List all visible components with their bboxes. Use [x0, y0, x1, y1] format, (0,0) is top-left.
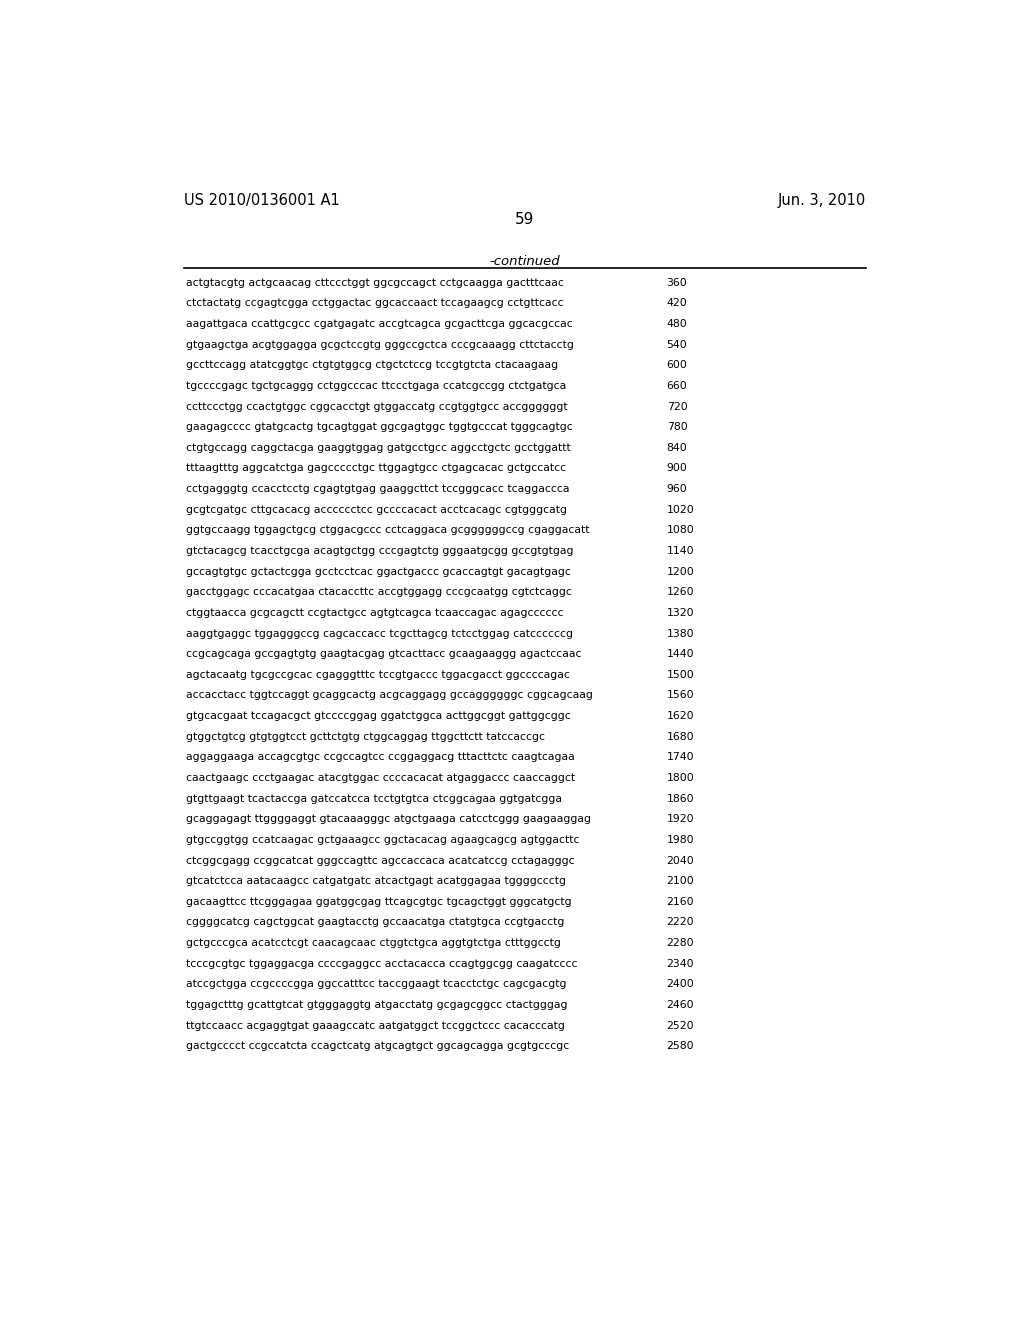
Text: US 2010/0136001 A1: US 2010/0136001 A1 [183, 193, 340, 209]
Text: 1200: 1200 [667, 566, 694, 577]
Text: gtgttgaagt tcactaccga gatccatcca tcctgtgtca ctcggcagaa ggtgatcgga: gtgttgaagt tcactaccga gatccatcca tcctgtg… [186, 793, 562, 804]
Text: 2520: 2520 [667, 1020, 694, 1031]
Text: aggaggaaga accagcgtgc ccgccagtcc ccggaggacg tttacttctc caagtcagaa: aggaggaaga accagcgtgc ccgccagtcc ccggagg… [186, 752, 574, 763]
Text: gctgcccgca acatcctcgt caacagcaac ctggtctgca aggtgtctga ctttggcctg: gctgcccgca acatcctcgt caacagcaac ctggtct… [186, 939, 561, 948]
Text: Jun. 3, 2010: Jun. 3, 2010 [777, 193, 866, 209]
Text: 1620: 1620 [667, 711, 694, 721]
Text: 2280: 2280 [667, 939, 694, 948]
Text: 420: 420 [667, 298, 687, 309]
Text: 1560: 1560 [667, 690, 694, 701]
Text: ctgtgccagg caggctacga gaaggtggag gatgcctgcc aggcctgctc gcctggattt: ctgtgccagg caggctacga gaaggtggag gatgcct… [186, 442, 570, 453]
Text: gcgtcgatgc cttgcacacg acccccctcc gccccacact acctcacagc cgtgggcatg: gcgtcgatgc cttgcacacg acccccctcc gccccac… [186, 504, 567, 515]
Text: tttaagtttg aggcatctga gagccccctgc ttggagtgcc ctgagcacac gctgccatcc: tttaagtttg aggcatctga gagccccctgc ttggag… [186, 463, 566, 474]
Text: gccagtgtgc gctactcgga gcctcctcac ggactgaccc gcaccagtgt gacagtgagc: gccagtgtgc gctactcgga gcctcctcac ggactga… [186, 566, 571, 577]
Text: 720: 720 [667, 401, 687, 412]
Text: ctctactatg ccgagtcgga cctggactac ggcaccaact tccagaagcg cctgttcacc: ctctactatg ccgagtcgga cctggactac ggcacca… [186, 298, 564, 309]
Text: 59: 59 [515, 213, 535, 227]
Text: 2040: 2040 [667, 855, 694, 866]
Text: gtcatctcca aatacaagcc catgatgatc atcactgagt acatggagaa tggggccctg: gtcatctcca aatacaagcc catgatgatc atcactg… [186, 876, 566, 886]
Text: caactgaagc ccctgaagac atacgtggac ccccacacat atgaggaccc caaccaggct: caactgaagc ccctgaagac atacgtggac ccccaca… [186, 774, 575, 783]
Text: ctggtaacca gcgcagctt ccgtactgcc agtgtcagca tcaaccagac agagcccccc: ctggtaacca gcgcagctt ccgtactgcc agtgtcag… [186, 609, 563, 618]
Text: aagattgaca ccattgcgcc cgatgagatc accgtcagca gcgacttcga ggcacgccac: aagattgaca ccattgcgcc cgatgagatc accgtca… [186, 319, 572, 329]
Text: 1680: 1680 [667, 731, 694, 742]
Text: gtgccggtgg ccatcaagac gctgaaagcc ggctacacag agaagcagcg agtggacttc: gtgccggtgg ccatcaagac gctgaaagcc ggctaca… [186, 836, 580, 845]
Text: ggtgccaagg tggagctgcg ctggacgccc cctcaggaca gcggggggccg cgaggacatt: ggtgccaagg tggagctgcg ctggacgccc cctcagg… [186, 525, 590, 536]
Text: atccgctgga ccgccccgga ggccatttcc taccggaagt tcacctctgc cagcgacgtg: atccgctgga ccgccccgga ggccatttcc taccgga… [186, 979, 566, 990]
Text: 1020: 1020 [667, 504, 694, 515]
Text: 480: 480 [667, 319, 687, 329]
Text: 1980: 1980 [667, 836, 694, 845]
Text: gaagagcccc gtatgcactg tgcagtggat ggcgagtggc tggtgcccat tgggcagtgc: gaagagcccc gtatgcactg tgcagtggat ggcgagt… [186, 422, 572, 432]
Text: 1920: 1920 [667, 814, 694, 824]
Text: ctcggcgagg ccggcatcat gggccagttc agccaccaca acatcatccg cctagagggc: ctcggcgagg ccggcatcat gggccagttc agccacc… [186, 855, 574, 866]
Text: 960: 960 [667, 484, 687, 494]
Text: 840: 840 [667, 442, 687, 453]
Text: tcccgcgtgc tggaggacga ccccgaggcc acctacacca ccagtggcgg caagatcccc: tcccgcgtgc tggaggacga ccccgaggcc acctaca… [186, 958, 578, 969]
Text: gtggctgtcg gtgtggtcct gcttctgtg ctggcaggag ttggcttctt tatccaccgc: gtggctgtcg gtgtggtcct gcttctgtg ctggcagg… [186, 731, 545, 742]
Text: gtctacagcg tcacctgcga acagtgctgg cccgagtctg gggaatgcgg gccgtgtgag: gtctacagcg tcacctgcga acagtgctgg cccgagt… [186, 546, 573, 556]
Text: gacctggagc cccacatgaa ctacaccttc accgtggagg cccgcaatgg cgtctcaggc: gacctggagc cccacatgaa ctacaccttc accgtgg… [186, 587, 572, 597]
Text: 1740: 1740 [667, 752, 694, 763]
Text: ccgcagcaga gccgagtgtg gaagtacgag gtcacttacc gcaagaaggg agactccaac: ccgcagcaga gccgagtgtg gaagtacgag gtcactt… [186, 649, 582, 659]
Text: cggggcatcg cagctggcat gaagtacctg gccaacatga ctatgtgca ccgtgacctg: cggggcatcg cagctggcat gaagtacctg gccaaca… [186, 917, 564, 928]
Text: gcaggagagt ttggggaggt gtacaaagggc atgctgaaga catcctcggg gaagaaggag: gcaggagagt ttggggaggt gtacaaagggc atgctg… [186, 814, 591, 824]
Text: gtgaagctga acgtggagga gcgctccgtg gggccgctca cccgcaaagg cttctacctg: gtgaagctga acgtggagga gcgctccgtg gggccgc… [186, 339, 574, 350]
Text: 1140: 1140 [667, 546, 694, 556]
Text: aaggtgaggc tggagggccg cagcaccacc tcgcttagcg tctcctggag catccccccg: aaggtgaggc tggagggccg cagcaccacc tcgctta… [186, 628, 573, 639]
Text: 900: 900 [667, 463, 687, 474]
Text: 1800: 1800 [667, 774, 694, 783]
Text: gtgcacgaat tccagacgct gtccccggag ggatctggca acttggcggt gattggcggc: gtgcacgaat tccagacgct gtccccggag ggatctg… [186, 711, 570, 721]
Text: 1260: 1260 [667, 587, 694, 597]
Text: 780: 780 [667, 422, 687, 432]
Text: 2580: 2580 [667, 1041, 694, 1051]
Text: ttgtccaacc acgaggtgat gaaagccatc aatgatggct tccggctccc cacacccatg: ttgtccaacc acgaggtgat gaaagccatc aatgatg… [186, 1020, 565, 1031]
Text: 660: 660 [667, 381, 687, 391]
Text: gccttccagg atatcggtgc ctgtgtggcg ctgctctccg tccgtgtcta ctacaagaag: gccttccagg atatcggtgc ctgtgtggcg ctgctct… [186, 360, 558, 371]
Text: 2160: 2160 [667, 896, 694, 907]
Text: gactgcccct ccgccatcta ccagctcatg atgcagtgct ggcagcagga gcgtgcccgc: gactgcccct ccgccatcta ccagctcatg atgcagt… [186, 1041, 569, 1051]
Text: 2460: 2460 [667, 1001, 694, 1010]
Text: 2400: 2400 [667, 979, 694, 990]
Text: 1380: 1380 [667, 628, 694, 639]
Text: tgccccgagc tgctgcaggg cctggcccac ttccctgaga ccatcgccgg ctctgatgca: tgccccgagc tgctgcaggg cctggcccac ttccctg… [186, 381, 566, 391]
Text: actgtacgtg actgcaacag cttccctggt ggcgccagct cctgcaagga gactttcaac: actgtacgtg actgcaacag cttccctggt ggcgcca… [186, 277, 564, 288]
Text: 600: 600 [667, 360, 687, 371]
Text: 2100: 2100 [667, 876, 694, 886]
Text: cctgagggtg ccacctcctg cgagtgtgag gaaggcttct tccgggcacc tcaggaccca: cctgagggtg ccacctcctg cgagtgtgag gaaggct… [186, 484, 569, 494]
Text: 1320: 1320 [667, 609, 694, 618]
Text: 1440: 1440 [667, 649, 694, 659]
Text: 1500: 1500 [667, 669, 694, 680]
Text: 540: 540 [667, 339, 687, 350]
Text: 1860: 1860 [667, 793, 694, 804]
Text: 2220: 2220 [667, 917, 694, 928]
Text: accacctacc tggtccaggt gcaggcactg acgcaggagg gccaggggggc cggcagcaag: accacctacc tggtccaggt gcaggcactg acgcagg… [186, 690, 593, 701]
Text: tggagctttg gcattgtcat gtgggaggtg atgacctatg gcgagcggcc ctactgggag: tggagctttg gcattgtcat gtgggaggtg atgacct… [186, 1001, 567, 1010]
Text: 360: 360 [667, 277, 687, 288]
Text: gacaagttcc ttcgggagaa ggatggcgag ttcagcgtgc tgcagctggt gggcatgctg: gacaagttcc ttcgggagaa ggatggcgag ttcagcg… [186, 896, 571, 907]
Text: 1080: 1080 [667, 525, 694, 536]
Text: agctacaatg tgcgccgcac cgagggtttc tccgtgaccc tggacgacct ggccccagac: agctacaatg tgcgccgcac cgagggtttc tccgtga… [186, 669, 570, 680]
Text: 2340: 2340 [667, 958, 694, 969]
Text: ccttccctgg ccactgtggc cggcacctgt gtggaccatg ccgtggtgcc accggggggt: ccttccctgg ccactgtggc cggcacctgt gtggacc… [186, 401, 567, 412]
Text: -continued: -continued [489, 255, 560, 268]
